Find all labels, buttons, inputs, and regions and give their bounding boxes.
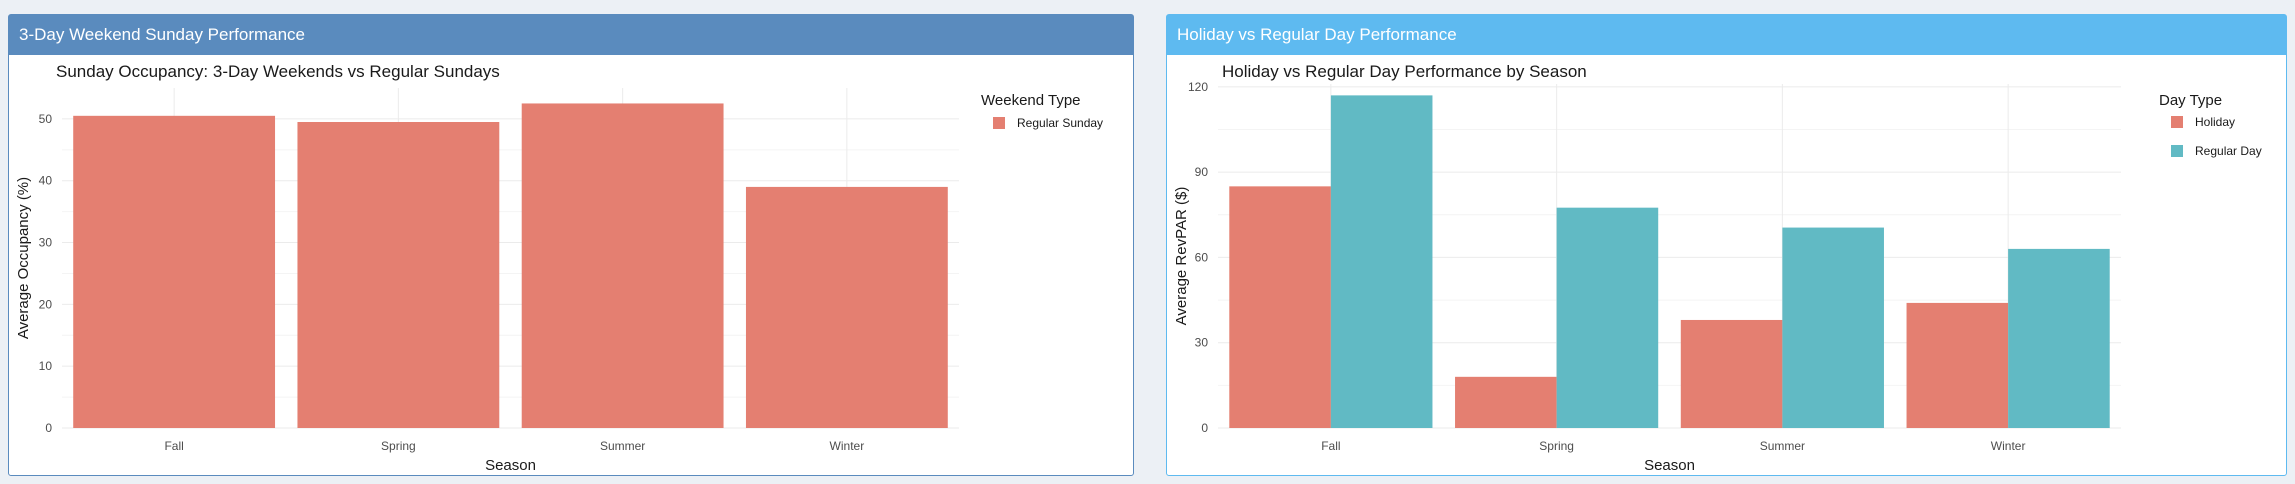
- x-axis-label: Season: [1644, 457, 1695, 474]
- bar: [1455, 376, 1557, 428]
- legend-label: Holiday: [2195, 115, 2235, 129]
- y-tick-label: 40: [39, 174, 53, 188]
- y-axis-label: Average RevPAR ($): [1173, 187, 1190, 326]
- y-tick-label: 20: [39, 297, 53, 311]
- bar: [1229, 186, 1331, 428]
- panel-header: Holiday vs Regular Day Performance: [1167, 15, 2286, 55]
- y-tick-label: 50: [39, 112, 53, 126]
- y-tick-label: 90: [1195, 165, 1209, 179]
- bar: [1556, 207, 1659, 428]
- legend-swatch: [2171, 116, 2183, 128]
- bar: [1680, 319, 1783, 428]
- legend-title: Day Type: [2159, 92, 2222, 109]
- bar: [1330, 95, 1433, 429]
- y-axis-label: Average Occupancy (%): [15, 177, 32, 339]
- y-tick-label: 30: [39, 236, 53, 250]
- y-tick-label: 60: [1195, 250, 1209, 264]
- legend-title: Weekend Type: [981, 92, 1081, 109]
- bar: [745, 186, 948, 428]
- y-tick-label: 10: [39, 359, 53, 373]
- revpar-chart: Holiday vs Regular Day Performance by Se…: [1173, 62, 2262, 474]
- bar: [297, 122, 500, 428]
- y-tick-label: 0: [45, 421, 52, 435]
- x-tick-label: Summer: [600, 439, 645, 453]
- chart-title: Sunday Occupancy: 3-Day Weekends vs Regu…: [56, 62, 500, 81]
- chart-title: Holiday vs Regular Day Performance by Se…: [1222, 62, 1587, 81]
- occupancy-chart: Sunday Occupancy: 3-Day Weekends vs Regu…: [15, 62, 1103, 474]
- x-tick-label: Fall: [1321, 439, 1340, 453]
- x-tick-label: Summer: [1760, 439, 1805, 453]
- legend-label: Regular Sunday: [1017, 116, 1103, 130]
- x-tick-label: Winter: [830, 439, 865, 453]
- panel-header: 3-Day Weekend Sunday Performance: [9, 15, 1133, 55]
- x-tick-label: Spring: [381, 439, 416, 453]
- x-tick-label: Winter: [1991, 439, 2026, 453]
- y-tick-label: 30: [1195, 336, 1209, 350]
- x-axis-label: Season: [485, 457, 536, 474]
- occupancy-panel: 3-Day Weekend Sunday Performance Sunday …: [8, 14, 1134, 476]
- legend-swatch: [993, 117, 1005, 129]
- y-tick-label: 0: [1201, 421, 1208, 435]
- legend-swatch: [2171, 145, 2183, 157]
- y-tick-label: 120: [1188, 80, 1208, 94]
- legend-label: Regular Day: [2195, 144, 2262, 158]
- x-tick-label: Spring: [1539, 439, 1574, 453]
- bar: [2008, 248, 2110, 428]
- revpar-panel: Holiday vs Regular Day Performance Holid…: [1166, 14, 2287, 476]
- bar: [1906, 302, 2009, 428]
- x-tick-label: Fall: [164, 439, 183, 453]
- bar: [73, 115, 276, 428]
- bar: [1782, 227, 1884, 428]
- bar: [521, 103, 724, 429]
